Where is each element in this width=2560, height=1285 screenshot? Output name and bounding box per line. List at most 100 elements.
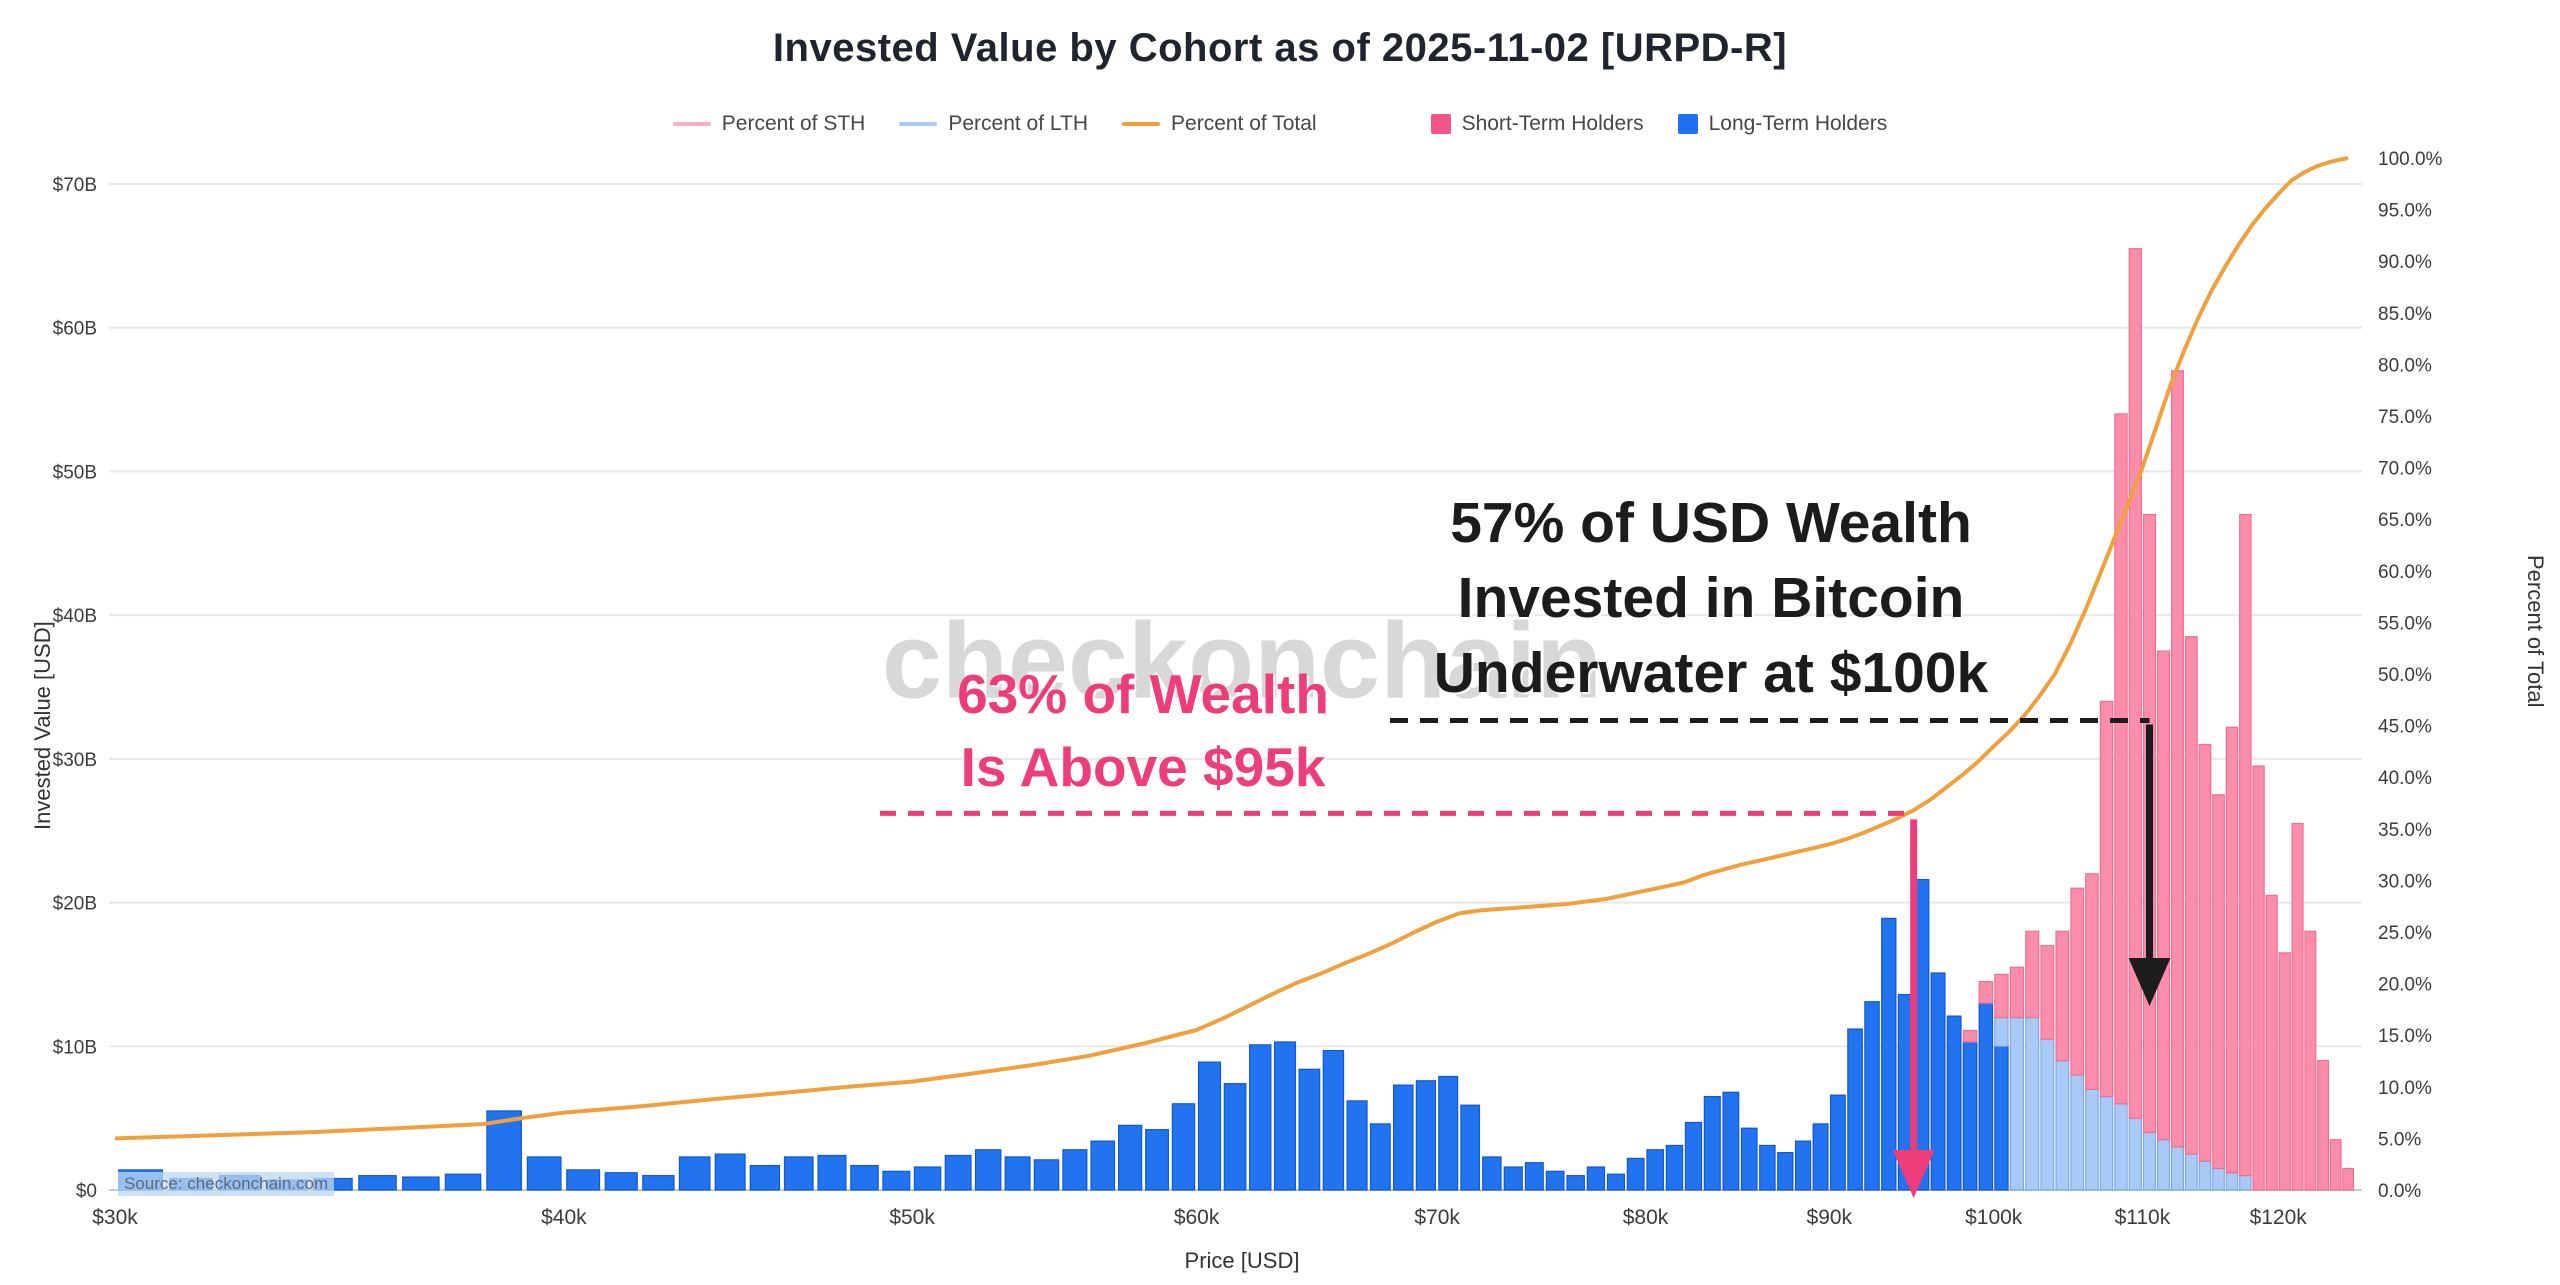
y-left-tick-label: $50B [53,462,97,483]
bar-segment-lth [1829,1094,1846,1191]
bar-segment-lth [783,1156,814,1191]
bar-segment-lthl [2170,1146,2184,1191]
y-right-tick-label: 20.0% [2378,975,2432,996]
bar-segment-lth [604,1172,638,1191]
bar-segment-lthl [2198,1160,2212,1191]
bar-segment-sth [2252,765,2265,1191]
x-tick-label: $50k [889,1206,935,1229]
bar-segment-lth [1847,1028,1863,1191]
y-axis-right-title: Percent of Total [2523,555,2548,708]
bar-segment-lth [1545,1170,1565,1191]
bar-segment-lthl [2070,1074,2085,1191]
bar-segment-lth [1346,1100,1368,1191]
bar-segment-lthl [2212,1167,2225,1191]
bar-segment-lth [1978,1002,1994,1191]
y-right-tick-label: 25.0% [2378,923,2432,944]
y-right-tick-label: 65.0% [2378,510,2432,531]
y-left-tick-label: $70B [53,175,97,196]
annotation-line: Invested in Bitcoin [1457,566,1965,631]
bar-segment-lth [1962,1041,1978,1191]
y-left-tick-label: $0 [76,1181,97,1202]
bar-segment-lth [749,1164,781,1191]
percent-of-total-line [114,156,2349,1141]
bar-segment-lth [817,1154,847,1191]
bar-segment-lth [850,1164,879,1191]
bar-segment-lth [1033,1159,1060,1191]
bar-segment-sth [2184,636,2198,1155]
bar-segment-sth [2317,1060,2330,1191]
annotation-wealth-above-95k: 63% of Wealth Is Above $95k [783,658,1503,803]
y-right-tick-label: 45.0% [2378,717,2432,738]
x-tick-label: $70k [1414,1206,1460,1229]
bar-segment-sth [2009,966,2025,1019]
bar-segment-lth [1197,1061,1222,1191]
legend-label: Short-Term Holders [1461,112,1644,135]
bar-segment-sth [2170,370,2184,1148]
y-right-tick-label: 75.0% [2378,407,2432,428]
bar-segment-lthl [2184,1153,2198,1191]
legend-item[interactable]: Short-Term Holders [1430,112,1644,136]
bar-segment-lth [402,1176,440,1191]
bar-segment-sth [2278,952,2291,1191]
y-right-tick-label: 60.0% [2378,562,2432,583]
bar-segment-sth [2265,894,2278,1191]
bar-segment-lthl [2239,1175,2252,1191]
bar-segment-lth [1722,1091,1740,1191]
annotation-underwater-100k: 57% of USD Wealth Invested in Bitcoin Un… [1331,486,2091,712]
bar-segment-lth [1646,1149,1665,1191]
bar-segment-lth [1145,1129,1169,1191]
bar-segment-sth [2055,930,2070,1062]
x-tick-label: $80k [1623,1206,1669,1229]
x-tick-label: $100k [1965,1206,2023,1229]
y-left-tick-label: $60B [53,319,97,340]
legend-label: Long-Term Holders [1708,112,1888,135]
bar-segment-sth [2198,743,2212,1162]
annotation-line: 57% of USD Wealth [1450,491,1972,555]
source-note: Source: checkonchain.com [118,1172,335,1196]
bar-segment-lth [1415,1080,1437,1191]
bar-segment-sth [2099,700,2114,1098]
legend-item[interactable]: Long-Term Holders [1677,112,1888,136]
y-right-tick-label: 35.0% [2378,820,2432,841]
bar-segment-sth [2114,413,2128,1105]
legend-item[interactable]: Percent of LTH [899,112,1088,136]
bar-segment-lth [1298,1068,1321,1191]
y-right-tick-label: 30.0% [2378,871,2432,892]
bar-segment-sth [1994,973,2009,1019]
bar-segment-sth [1962,1029,1978,1043]
legend-label: Percent of STH [721,112,866,135]
legend-item[interactable]: Percent of STH [672,112,866,136]
bar-segment-lth [1090,1140,1116,1191]
bar-segment-lth [1665,1144,1684,1191]
bar-segment-sth [2329,1139,2342,1191]
bar-segment-lth [882,1170,911,1191]
legend-square-swatch-icon [1430,114,1451,134]
y-right-tick-label: 100.0% [2378,149,2443,170]
bar-segment-sth [2085,873,2099,1090]
y-left-tick-label: $30B [53,750,97,771]
bar-segment-lthl [2085,1088,2099,1191]
watermark: checkonchain [881,599,1603,721]
bar-segment-lth [1223,1083,1247,1191]
legend-item[interactable]: Percent of Total [1122,112,1317,136]
bar-segment-lth [1566,1175,1585,1191]
bar-segment-lth [1171,1103,1196,1191]
y-right-tick-label: 80.0% [2378,355,2432,376]
bar-segment-lth [1586,1166,1606,1191]
legend-line-swatch-icon [1122,122,1161,126]
bar-segment-lth [1369,1123,1391,1191]
y-right-tick-label: 55.0% [2378,613,2432,634]
bar-segment-lthl [2156,1139,2171,1191]
bar-segment-lth [1777,1152,1794,1191]
bar-segment-lth [1812,1123,1829,1191]
bar-segment-lth [1794,1140,1812,1191]
y-right-tick-label: 10.0% [2378,1078,2432,1099]
bar-segment-lth [1322,1049,1345,1191]
x-tick-label: $120k [2250,1206,2308,1229]
bar-segment-lthl [2025,1016,2040,1191]
bar-segment-lth [566,1169,601,1191]
bar-segment-lth [358,1175,397,1191]
x-tick-label: $90k [1807,1206,1853,1229]
y-left-tick-label: $20B [53,894,97,915]
